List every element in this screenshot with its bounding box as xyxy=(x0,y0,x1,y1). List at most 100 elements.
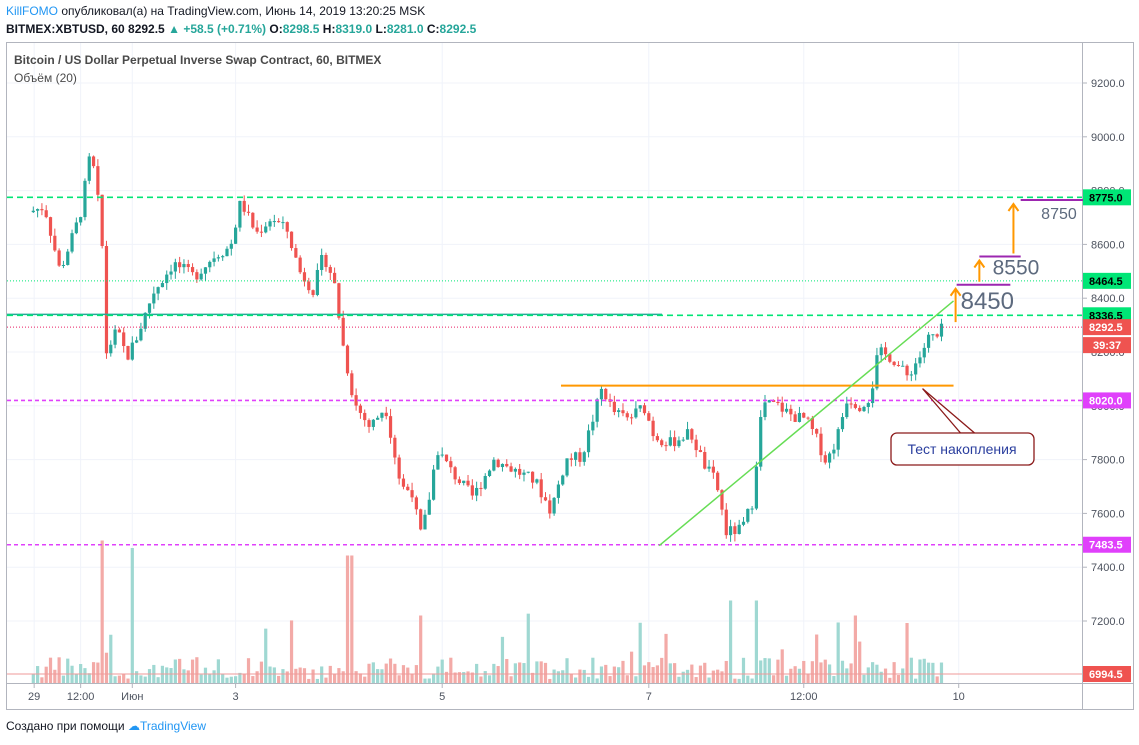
candle-body xyxy=(853,404,857,408)
volume-bar xyxy=(784,675,789,683)
candle-body xyxy=(918,357,922,364)
candle-body xyxy=(221,256,225,258)
volume-bar xyxy=(264,628,268,683)
volume-bar xyxy=(246,658,251,683)
candle-body xyxy=(397,457,401,479)
volume-bar xyxy=(272,667,276,683)
candle-body xyxy=(195,272,199,280)
candle-body xyxy=(96,166,100,195)
volume-bar xyxy=(888,677,892,683)
volume-bar xyxy=(569,674,573,683)
target-arrowhead xyxy=(949,287,962,297)
candle-body xyxy=(272,221,276,223)
candle-body xyxy=(634,408,638,418)
volume-bar xyxy=(707,677,711,683)
volume-indicator-label[interactable]: Объём (20) xyxy=(14,71,77,85)
candle-body xyxy=(212,258,216,262)
volume-bar xyxy=(186,670,190,683)
volume-bar xyxy=(892,662,896,683)
candle-body xyxy=(152,293,156,304)
level-price-label: 8292.5 xyxy=(1089,322,1123,334)
candle-body xyxy=(44,210,48,218)
tradingview-brand[interactable]: TradingView xyxy=(139,719,207,733)
target-label: 8450 xyxy=(961,288,1014,315)
candle-body xyxy=(169,271,173,275)
volume-bar xyxy=(216,659,220,683)
candle-body xyxy=(604,388,608,400)
volume-bar xyxy=(74,674,78,683)
candle-body xyxy=(763,402,767,418)
candle-body xyxy=(556,484,561,498)
candle-body xyxy=(40,209,44,211)
volume-bar xyxy=(634,676,638,683)
candle-body xyxy=(449,461,453,468)
candle-body xyxy=(888,354,892,362)
candle-body xyxy=(810,417,814,430)
candle-body xyxy=(664,445,668,447)
volume-bar xyxy=(130,548,134,683)
candle-body xyxy=(320,254,324,270)
candle-body xyxy=(513,468,517,472)
volume-bar xyxy=(479,676,483,683)
volume-bar xyxy=(320,666,324,683)
volume-bar xyxy=(716,669,720,683)
volume-bar xyxy=(109,634,113,683)
candle-body xyxy=(419,509,423,530)
candle-body xyxy=(302,272,307,282)
candle-body xyxy=(384,412,388,417)
y-tick-label: 8600.0 xyxy=(1091,239,1125,251)
volume-bar xyxy=(393,663,397,683)
candle-body xyxy=(298,257,302,273)
candle-body xyxy=(543,497,548,501)
volume-bar xyxy=(410,673,414,683)
volume-bar xyxy=(608,676,612,683)
candle-body xyxy=(130,342,134,360)
volume-bar xyxy=(208,673,212,683)
countdown-label: 39:37 xyxy=(1093,340,1121,352)
volume-bar xyxy=(169,668,173,683)
volume-bar xyxy=(922,658,926,683)
candle-body xyxy=(122,332,126,347)
candle-body xyxy=(526,471,530,473)
candle-body xyxy=(393,437,397,458)
volume-bar xyxy=(341,671,345,683)
volume-bar xyxy=(741,657,746,683)
volume-bar xyxy=(436,666,440,683)
volume-bar xyxy=(66,658,70,683)
candle-body xyxy=(720,490,724,510)
author-name[interactable]: KillFOMO xyxy=(6,4,58,18)
volume-bar xyxy=(462,672,466,683)
candle-body xyxy=(487,470,492,477)
volume-bar xyxy=(694,677,698,683)
volume-bar xyxy=(91,662,96,683)
candle-body xyxy=(367,420,371,427)
volume-bar xyxy=(135,671,139,683)
candle-body xyxy=(406,486,410,491)
candle-body xyxy=(401,478,406,487)
level-price-tag xyxy=(1083,536,1131,553)
candle-body xyxy=(83,180,87,218)
volume-bar xyxy=(337,668,341,683)
candle-body xyxy=(324,254,328,268)
candle-body xyxy=(655,436,660,441)
volume-bar xyxy=(487,675,492,683)
volume-bar xyxy=(48,657,53,683)
candle-body xyxy=(621,410,625,414)
candle-body xyxy=(225,248,229,257)
support-trendline xyxy=(658,300,955,547)
volume-bar xyxy=(457,672,462,683)
volume-bar xyxy=(139,675,143,683)
x-tick-label: Июн xyxy=(121,691,143,703)
volume-bar xyxy=(548,678,552,683)
candle-body xyxy=(143,312,147,329)
volume-bar xyxy=(909,657,913,683)
volume-bar xyxy=(935,676,939,683)
candle-body xyxy=(173,262,177,272)
candle-body xyxy=(199,273,203,280)
volume-bar xyxy=(332,673,337,683)
candle-body xyxy=(238,200,242,228)
price-change: +58.5 (+0.71%) xyxy=(183,22,267,36)
candle-body xyxy=(827,453,832,463)
level-price-label: 8464.5 xyxy=(1089,276,1123,288)
